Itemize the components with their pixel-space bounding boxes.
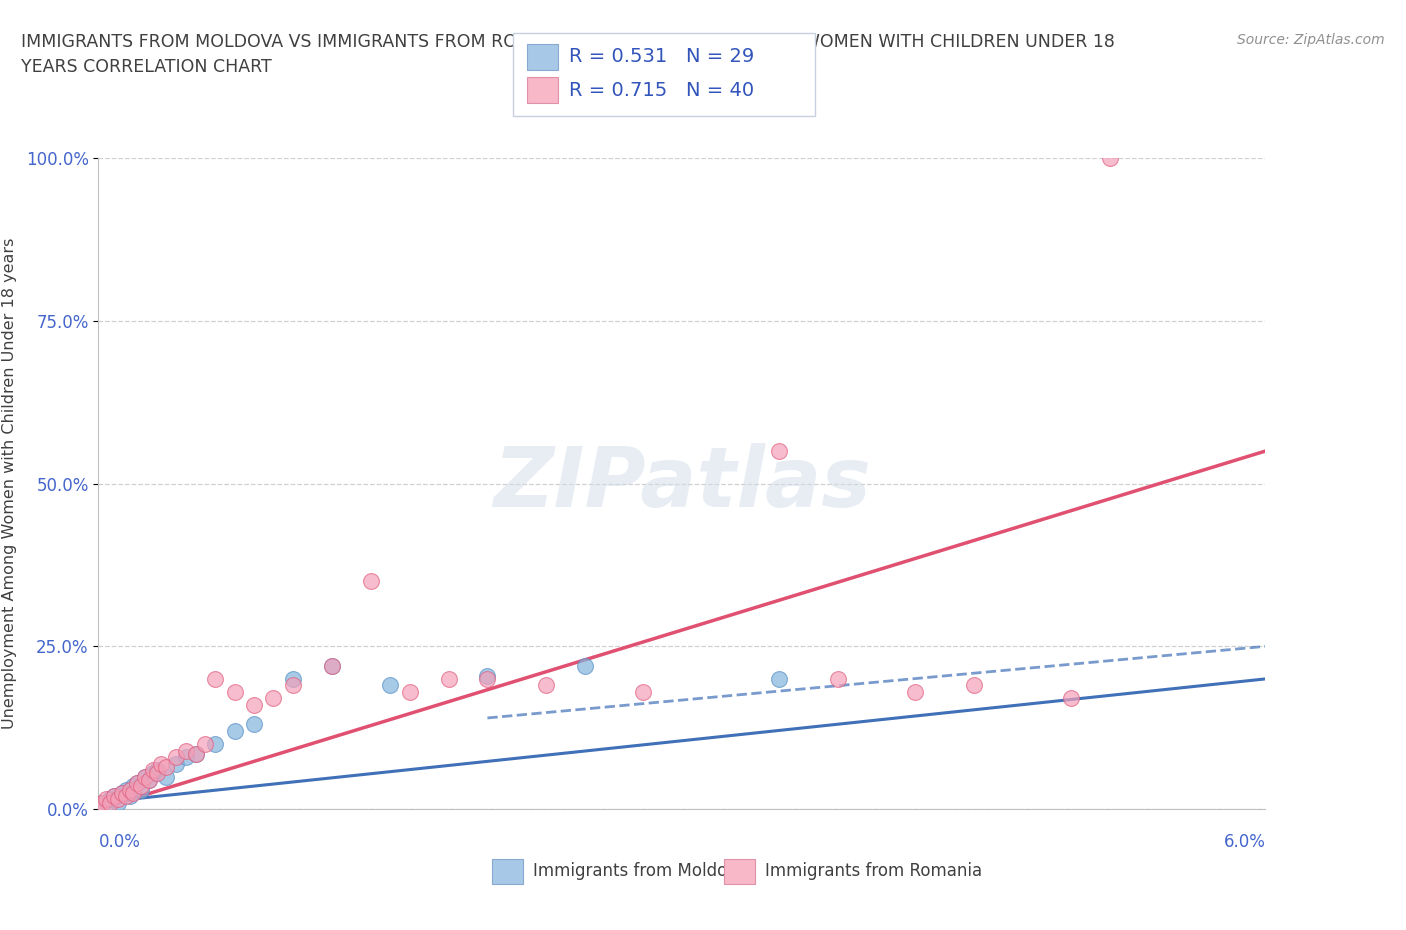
Point bbox=[103, 789, 125, 804]
Point bbox=[138, 772, 160, 787]
Point bbox=[96, 798, 118, 813]
Text: R = 0.531   N = 29: R = 0.531 N = 29 bbox=[569, 47, 755, 66]
Point bbox=[134, 769, 156, 784]
Point bbox=[165, 756, 187, 771]
Point bbox=[398, 684, 420, 699]
Point bbox=[87, 798, 110, 813]
Point bbox=[184, 746, 207, 761]
Point bbox=[165, 750, 187, 764]
Point bbox=[262, 691, 284, 706]
Point bbox=[534, 678, 557, 693]
Point bbox=[194, 737, 217, 751]
Text: 6.0%: 6.0% bbox=[1223, 832, 1265, 851]
Point bbox=[127, 776, 149, 790]
Point bbox=[477, 671, 499, 686]
Point bbox=[134, 769, 156, 784]
Point bbox=[127, 776, 149, 790]
Point bbox=[631, 684, 654, 699]
Text: Immigrants from Moldova: Immigrants from Moldova bbox=[533, 862, 747, 881]
Point bbox=[904, 684, 927, 699]
Point bbox=[360, 574, 382, 589]
Point bbox=[378, 678, 402, 693]
Y-axis label: Unemployment Among Women with Children Under 18 years: Unemployment Among Women with Children U… bbox=[3, 238, 17, 729]
Text: YEARS CORRELATION CHART: YEARS CORRELATION CHART bbox=[21, 58, 271, 75]
Text: ZIPatlas: ZIPatlas bbox=[494, 443, 870, 525]
Point bbox=[118, 789, 141, 804]
Point bbox=[574, 658, 596, 673]
Point bbox=[142, 763, 165, 777]
Point bbox=[1060, 691, 1083, 706]
Point bbox=[129, 782, 152, 797]
Point bbox=[962, 678, 984, 693]
Point bbox=[98, 795, 121, 810]
Text: R = 0.715   N = 40: R = 0.715 N = 40 bbox=[569, 81, 755, 100]
Point bbox=[114, 789, 136, 804]
Point bbox=[204, 671, 226, 686]
Text: 0.0%: 0.0% bbox=[98, 832, 141, 851]
Point bbox=[146, 766, 169, 781]
Point bbox=[107, 795, 129, 810]
Text: Immigrants from Romania: Immigrants from Romania bbox=[765, 862, 981, 881]
Point bbox=[155, 769, 177, 784]
Point bbox=[111, 785, 134, 800]
Point bbox=[477, 668, 499, 683]
Point bbox=[281, 678, 304, 693]
Point bbox=[224, 684, 246, 699]
Point bbox=[184, 746, 207, 761]
Point bbox=[91, 795, 114, 810]
Point bbox=[122, 779, 145, 794]
Point bbox=[129, 779, 152, 794]
Point bbox=[107, 792, 129, 807]
Point bbox=[111, 785, 134, 800]
Point bbox=[155, 759, 177, 774]
Point bbox=[114, 782, 136, 797]
Point bbox=[146, 763, 169, 777]
Point bbox=[103, 789, 125, 804]
Point bbox=[321, 658, 343, 673]
Point bbox=[174, 750, 197, 764]
Text: IMMIGRANTS FROM MOLDOVA VS IMMIGRANTS FROM ROMANIA UNEMPLOYMENT AMONG WOMEN WITH: IMMIGRANTS FROM MOLDOVA VS IMMIGRANTS FR… bbox=[21, 33, 1115, 50]
Point bbox=[224, 724, 246, 738]
Text: Source: ZipAtlas.com: Source: ZipAtlas.com bbox=[1237, 33, 1385, 46]
Point bbox=[96, 792, 118, 807]
Point bbox=[138, 772, 160, 787]
Point bbox=[91, 795, 114, 810]
Point bbox=[768, 444, 790, 458]
Point bbox=[142, 766, 165, 781]
Point bbox=[243, 717, 266, 732]
Point bbox=[118, 782, 141, 797]
Point bbox=[98, 792, 121, 807]
Point bbox=[87, 798, 110, 813]
Point bbox=[204, 737, 226, 751]
Point bbox=[768, 671, 790, 686]
Point bbox=[321, 658, 343, 673]
Point bbox=[437, 671, 460, 686]
Point bbox=[149, 756, 172, 771]
Point bbox=[174, 743, 197, 758]
Point bbox=[827, 671, 849, 686]
Point bbox=[122, 785, 145, 800]
Point bbox=[281, 671, 304, 686]
Point bbox=[1098, 151, 1121, 166]
Point bbox=[243, 698, 266, 712]
